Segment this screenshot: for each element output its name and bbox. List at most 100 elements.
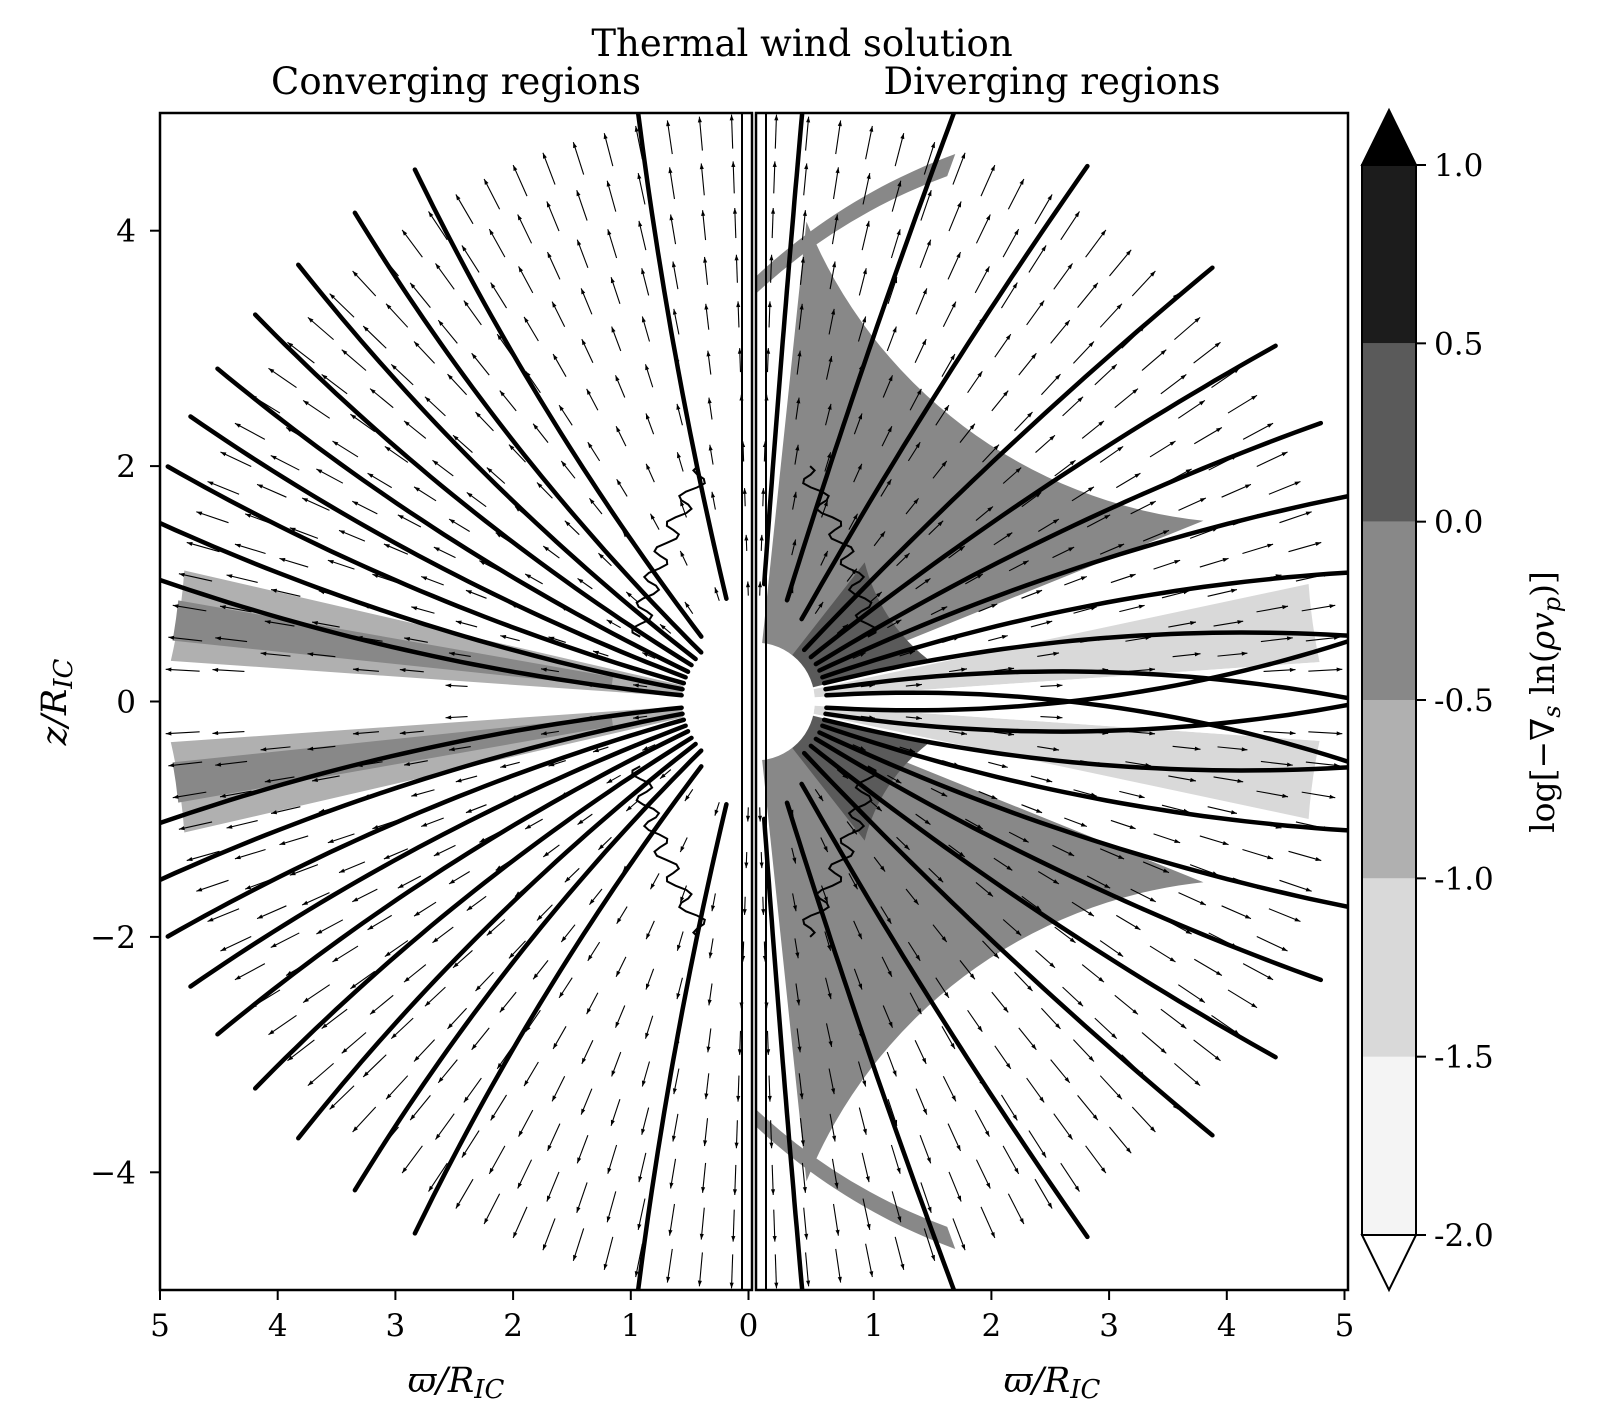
velocity-arrowhead [350, 414, 356, 419]
velocity-arrowhead [641, 268, 645, 274]
velocity-arrowhead [645, 364, 649, 370]
velocity-arrowhead [730, 115, 734, 121]
velocity-arrowhead [832, 261, 836, 267]
velocity-arrowhead [604, 1264, 608, 1270]
velocity-arrowhead [484, 1218, 488, 1224]
velocity-arrowhead [672, 1136, 676, 1142]
velocity-arrowhead [1048, 1203, 1053, 1209]
velocity-arrowhead [332, 441, 338, 446]
y-axis-label: z/RIC [35, 659, 79, 747]
velocity-arrowhead [227, 574, 233, 578]
panel-left-subtitle: Converging regions [271, 60, 641, 103]
velocity-arrowhead [900, 133, 904, 139]
velocity-arrowhead [761, 488, 765, 494]
velocity-arrowhead [646, 464, 650, 470]
velocity-arrowhead [196, 512, 202, 516]
velocity-arrowhead [456, 194, 461, 200]
velocity-arrowhead [1251, 395, 1257, 400]
velocity-arrowhead [773, 161, 777, 167]
velocity-arrowhead [616, 375, 620, 381]
velocity-arrowhead [931, 142, 935, 148]
velocity-arrowhead [1282, 452, 1288, 456]
velocity-arrowhead [235, 423, 241, 427]
velocity-arrowhead [677, 945, 681, 951]
velocity-arrowhead [774, 1283, 778, 1289]
colorbar-tick-label: -1.0 [1434, 861, 1494, 897]
velocity-arrowhead [760, 862, 764, 868]
velocity-arrowhead [339, 869, 345, 873]
velocity-arrowhead [950, 1043, 955, 1049]
velocity-arrowhead [1174, 560, 1180, 564]
velocity-arrowhead [587, 1008, 591, 1014]
velocity-arrowhead [552, 302, 556, 308]
colorbar-tick-label: 0.5 [1434, 326, 1483, 362]
velocity-arrowhead [524, 1080, 529, 1086]
colorbar-extend-min [1362, 1235, 1416, 1290]
velocity-arrowhead [456, 1203, 461, 1209]
velocity-arrowhead [524, 317, 529, 323]
velocity-arrowhead [743, 488, 747, 494]
velocity-arrowhead [1075, 211, 1080, 217]
x-tick-label: 5 [1335, 1308, 1355, 1344]
velocity-arrowhead [961, 1244, 965, 1250]
velocity-arrowhead [553, 1043, 558, 1049]
velocity-arrowhead [553, 354, 558, 360]
velocity-arrowhead [519, 1131, 523, 1137]
x-tick-label: 3 [1099, 1308, 1119, 1344]
velocity-arrowhead [900, 1264, 904, 1270]
velocity-arrowhead [421, 823, 427, 827]
velocity-arrowhead [685, 602, 690, 608]
field-line [415, 170, 701, 637]
thin-contour [632, 766, 705, 937]
velocity-arrowhead [220, 452, 226, 456]
velocity-arrowhead [303, 400, 309, 405]
velocity-arrowhead [1267, 423, 1273, 427]
velocity-arrowhead [588, 955, 593, 961]
velocity-arrowhead [607, 1216, 611, 1222]
velocity-arrowhead [730, 1283, 734, 1289]
velocity-arrowhead [1081, 576, 1087, 580]
velocity-arrowhead [744, 862, 748, 868]
velocity-arrowhead [385, 446, 391, 451]
velocity-arrowhead [985, 1131, 989, 1137]
velocity-arrowhead [612, 327, 616, 333]
velocity-arrowhead [577, 240, 581, 246]
colorbar-tick-label: 1.0 [1434, 148, 1483, 184]
velocity-arrowhead [1130, 825, 1136, 829]
velocity-arrowhead [735, 255, 739, 261]
colorbar-band [1362, 522, 1416, 700]
velocity-arrowhead [464, 301, 469, 307]
velocity-arrowhead [746, 816, 750, 822]
x-axis-label-right: ϖ/RIC [1004, 1361, 1101, 1400]
velocity-arrowhead [927, 240, 931, 246]
velocity-arrowhead [518, 214, 522, 220]
velocity-arrowhead [1267, 544, 1273, 548]
velocity-arrowhead [771, 1189, 775, 1195]
velocity-arrowhead [731, 1236, 735, 1242]
velocity-arrowhead [1013, 1115, 1018, 1121]
velocity-arrowhead [302, 498, 308, 502]
velocity-arrowhead [1039, 301, 1044, 307]
colorbar-band [1362, 165, 1416, 343]
velocity-arrowhead [352, 897, 358, 901]
velocity-arrowhead [1216, 971, 1222, 976]
velocity-arrowhead [1075, 1186, 1080, 1192]
colorbar-band [1362, 1057, 1416, 1235]
velocity-arrowhead [733, 208, 737, 214]
velocity-arrowhead [1088, 911, 1094, 916]
velocity-arrowhead [484, 179, 488, 185]
y-tick-label: −2 [90, 920, 136, 956]
velocity-arrowhead [668, 167, 672, 173]
velocity-arrowhead [235, 975, 241, 979]
velocity-arrowhead [680, 551, 684, 557]
velocity-arrowhead [709, 445, 713, 451]
colorbar-tick-label: -1.5 [1434, 1040, 1494, 1076]
velocity-arrowhead [862, 316, 866, 322]
colorbar-tick-label: 0.0 [1434, 505, 1483, 541]
velocity-arrowhead [547, 252, 551, 258]
velocity-arrowhead [986, 214, 990, 220]
velocity-arrowhead [743, 909, 747, 915]
velocity-arrowhead [646, 413, 650, 419]
velocity-arrowhead [1036, 809, 1042, 813]
velocity-arrowhead [892, 327, 896, 333]
